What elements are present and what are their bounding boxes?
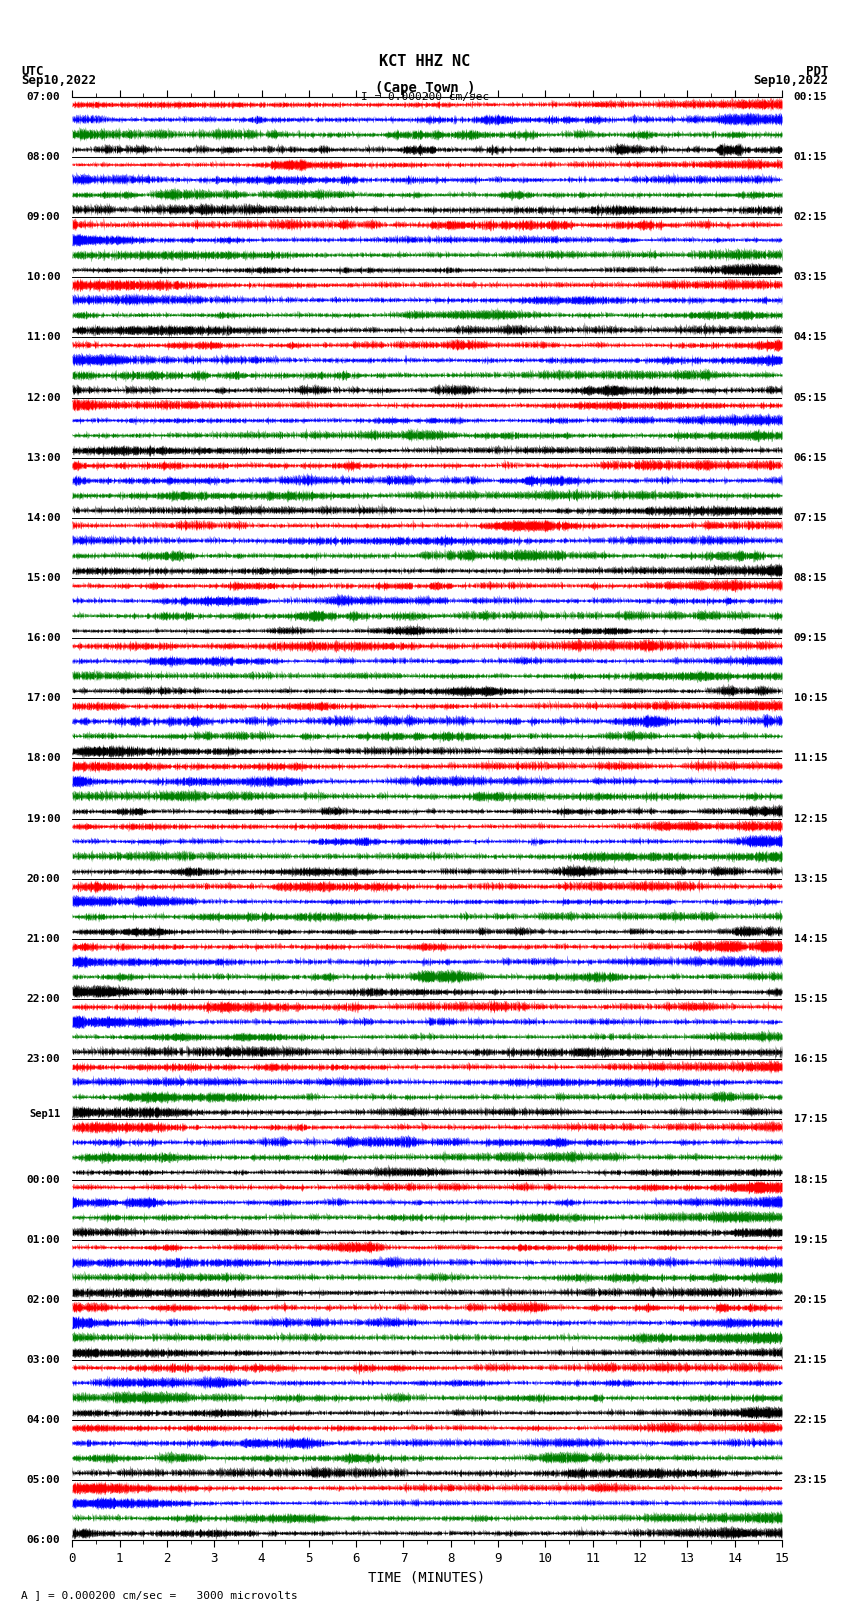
Text: 21:00: 21:00 bbox=[26, 934, 60, 944]
Text: 09:15: 09:15 bbox=[794, 634, 828, 644]
Text: UTC: UTC bbox=[21, 65, 43, 77]
Text: 19:00: 19:00 bbox=[26, 813, 60, 824]
Text: 18:00: 18:00 bbox=[26, 753, 60, 763]
Text: 13:15: 13:15 bbox=[794, 874, 828, 884]
Text: 02:15: 02:15 bbox=[794, 211, 828, 223]
Text: 17:15: 17:15 bbox=[794, 1115, 828, 1124]
Text: 23:15: 23:15 bbox=[794, 1476, 828, 1486]
Text: 07:15: 07:15 bbox=[794, 513, 828, 523]
Text: 01:00: 01:00 bbox=[26, 1234, 60, 1245]
Text: 00:00: 00:00 bbox=[26, 1174, 60, 1184]
Text: 22:15: 22:15 bbox=[794, 1415, 828, 1426]
Text: KCT HHZ NC: KCT HHZ NC bbox=[379, 53, 471, 69]
Text: 03:15: 03:15 bbox=[794, 273, 828, 282]
Text: Sep10,2022: Sep10,2022 bbox=[754, 74, 829, 87]
X-axis label: TIME (MINUTES): TIME (MINUTES) bbox=[369, 1571, 485, 1586]
Text: 19:15: 19:15 bbox=[794, 1234, 828, 1245]
Text: A ] = 0.000200 cm/sec =   3000 microvolts: A ] = 0.000200 cm/sec = 3000 microvolts bbox=[21, 1590, 298, 1600]
Text: 05:15: 05:15 bbox=[794, 392, 828, 403]
Text: 13:00: 13:00 bbox=[26, 453, 60, 463]
Text: 23:00: 23:00 bbox=[26, 1055, 60, 1065]
Text: 10:00: 10:00 bbox=[26, 273, 60, 282]
Text: 09:00: 09:00 bbox=[26, 211, 60, 223]
Text: 03:00: 03:00 bbox=[26, 1355, 60, 1365]
Text: (Cape Town ): (Cape Town ) bbox=[375, 81, 475, 95]
Text: 22:00: 22:00 bbox=[26, 994, 60, 1003]
Text: 06:15: 06:15 bbox=[794, 453, 828, 463]
Text: 08:15: 08:15 bbox=[794, 573, 828, 582]
Text: 14:00: 14:00 bbox=[26, 513, 60, 523]
Text: 05:00: 05:00 bbox=[26, 1476, 60, 1486]
Text: Sep10,2022: Sep10,2022 bbox=[21, 74, 96, 87]
Text: 10:15: 10:15 bbox=[794, 694, 828, 703]
Text: 01:15: 01:15 bbox=[794, 152, 828, 161]
Text: 20:15: 20:15 bbox=[794, 1295, 828, 1305]
Text: 04:00: 04:00 bbox=[26, 1415, 60, 1426]
Text: 12:15: 12:15 bbox=[794, 813, 828, 824]
Text: 20:00: 20:00 bbox=[26, 874, 60, 884]
Text: 12:00: 12:00 bbox=[26, 392, 60, 403]
Text: PDT: PDT bbox=[807, 65, 829, 77]
Text: 08:00: 08:00 bbox=[26, 152, 60, 161]
Text: Sep11: Sep11 bbox=[29, 1110, 60, 1119]
Text: 06:00: 06:00 bbox=[26, 1536, 60, 1545]
Text: 04:15: 04:15 bbox=[794, 332, 828, 342]
Text: 11:00: 11:00 bbox=[26, 332, 60, 342]
Text: 16:00: 16:00 bbox=[26, 634, 60, 644]
Text: I = 0.000200 cm/sec: I = 0.000200 cm/sec bbox=[361, 92, 489, 102]
Text: 15:15: 15:15 bbox=[794, 994, 828, 1003]
Text: 17:00: 17:00 bbox=[26, 694, 60, 703]
Text: 21:15: 21:15 bbox=[794, 1355, 828, 1365]
Text: 02:00: 02:00 bbox=[26, 1295, 60, 1305]
Text: 15:00: 15:00 bbox=[26, 573, 60, 582]
Text: 07:00: 07:00 bbox=[26, 92, 60, 102]
Text: 16:15: 16:15 bbox=[794, 1055, 828, 1065]
Text: 11:15: 11:15 bbox=[794, 753, 828, 763]
Text: 00:15: 00:15 bbox=[794, 92, 828, 102]
Text: 18:15: 18:15 bbox=[794, 1174, 828, 1184]
Text: 14:15: 14:15 bbox=[794, 934, 828, 944]
